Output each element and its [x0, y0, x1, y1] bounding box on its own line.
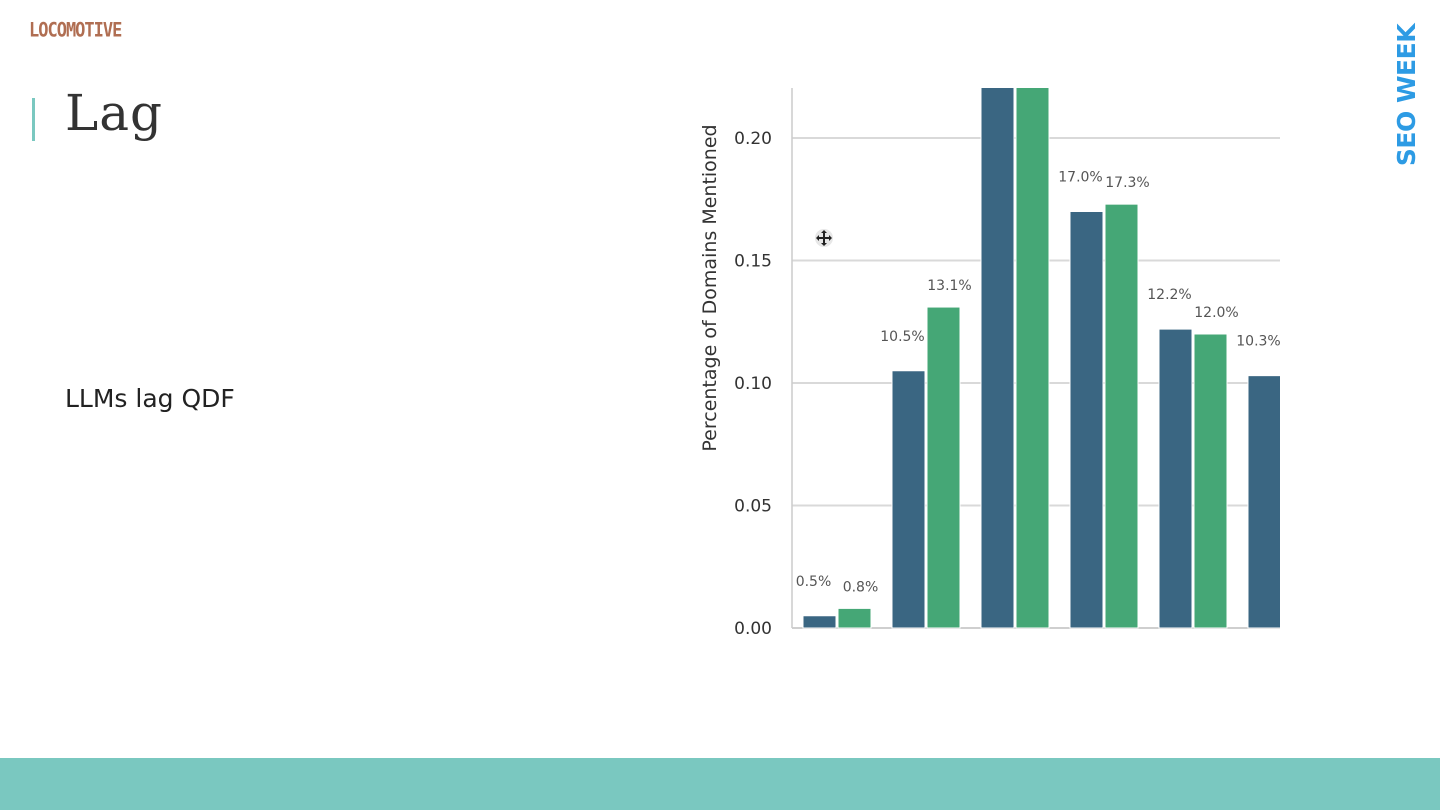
y-axis-label: Percentage of Domains Mentioned	[699, 124, 721, 451]
bar-series-1	[1069, 211, 1104, 629]
data-label: 0.5%	[796, 574, 832, 590]
data-label: 12.2%	[1147, 287, 1191, 303]
x-tick-label: 5–9	[912, 645, 947, 680]
bar-series-1	[802, 615, 837, 629]
data-label: 17.3%	[1105, 175, 1149, 191]
bar-series-1	[1247, 375, 1280, 629]
bar-chart: 0.00 0.05 0.10 0.15 0.20 Percentage of Domain…	[690, 80, 1290, 720]
y-tick-label: 0.20	[734, 129, 772, 149]
x-tick-label: 25–	[1268, 645, 1290, 680]
chart-svg: 0.00 0.05 0.10 0.15 0.20 Percentage of Domain…	[699, 88, 1290, 696]
slide-title: Lag	[65, 84, 164, 142]
data-label: 0.8%	[843, 579, 879, 595]
footer-band	[0, 758, 1440, 810]
bar-series-2	[926, 306, 961, 629]
y-tick-label: 0.15	[734, 252, 772, 272]
slide-subtitle: LLMs lag QDF	[65, 384, 235, 413]
data-label: 17.0%	[1058, 170, 1102, 186]
bar-series-2	[1193, 333, 1228, 629]
x-tick-label: 0–4	[823, 645, 858, 680]
data-label: 10.3%	[1236, 334, 1280, 350]
locomotive-logo: LOCOMOTIVE	[29, 19, 122, 42]
seo-week-logo: SEO WEEK	[1391, 23, 1421, 167]
bar-series-1	[1158, 328, 1193, 629]
x-tick-label: 10–14	[986, 645, 1037, 696]
data-label: 13.1%	[927, 278, 971, 294]
bar-series-2	[1104, 203, 1139, 629]
data-label: 10.5%	[880, 329, 924, 345]
data-label: 12.0%	[1194, 305, 1238, 321]
y-tick-label: 0.05	[734, 497, 772, 517]
bar-series-2	[1015, 88, 1050, 629]
move-cursor-icon	[814, 228, 834, 248]
title-accent-bar	[32, 98, 35, 141]
y-tick-label: 0.00	[734, 619, 772, 639]
bar-series-2	[837, 607, 872, 629]
x-tick-label: 15–19	[1075, 645, 1126, 696]
bars-group: 0.5% 0.8% 10.5% 13.1% 17.0% 17.3% 12.2%12.0% 10…	[796, 88, 1280, 629]
bar-series-1	[980, 88, 1015, 629]
y-tick-label: 0.10	[734, 374, 772, 394]
bar-series-1	[891, 370, 926, 629]
x-tick-label: 20–24	[1164, 645, 1215, 696]
